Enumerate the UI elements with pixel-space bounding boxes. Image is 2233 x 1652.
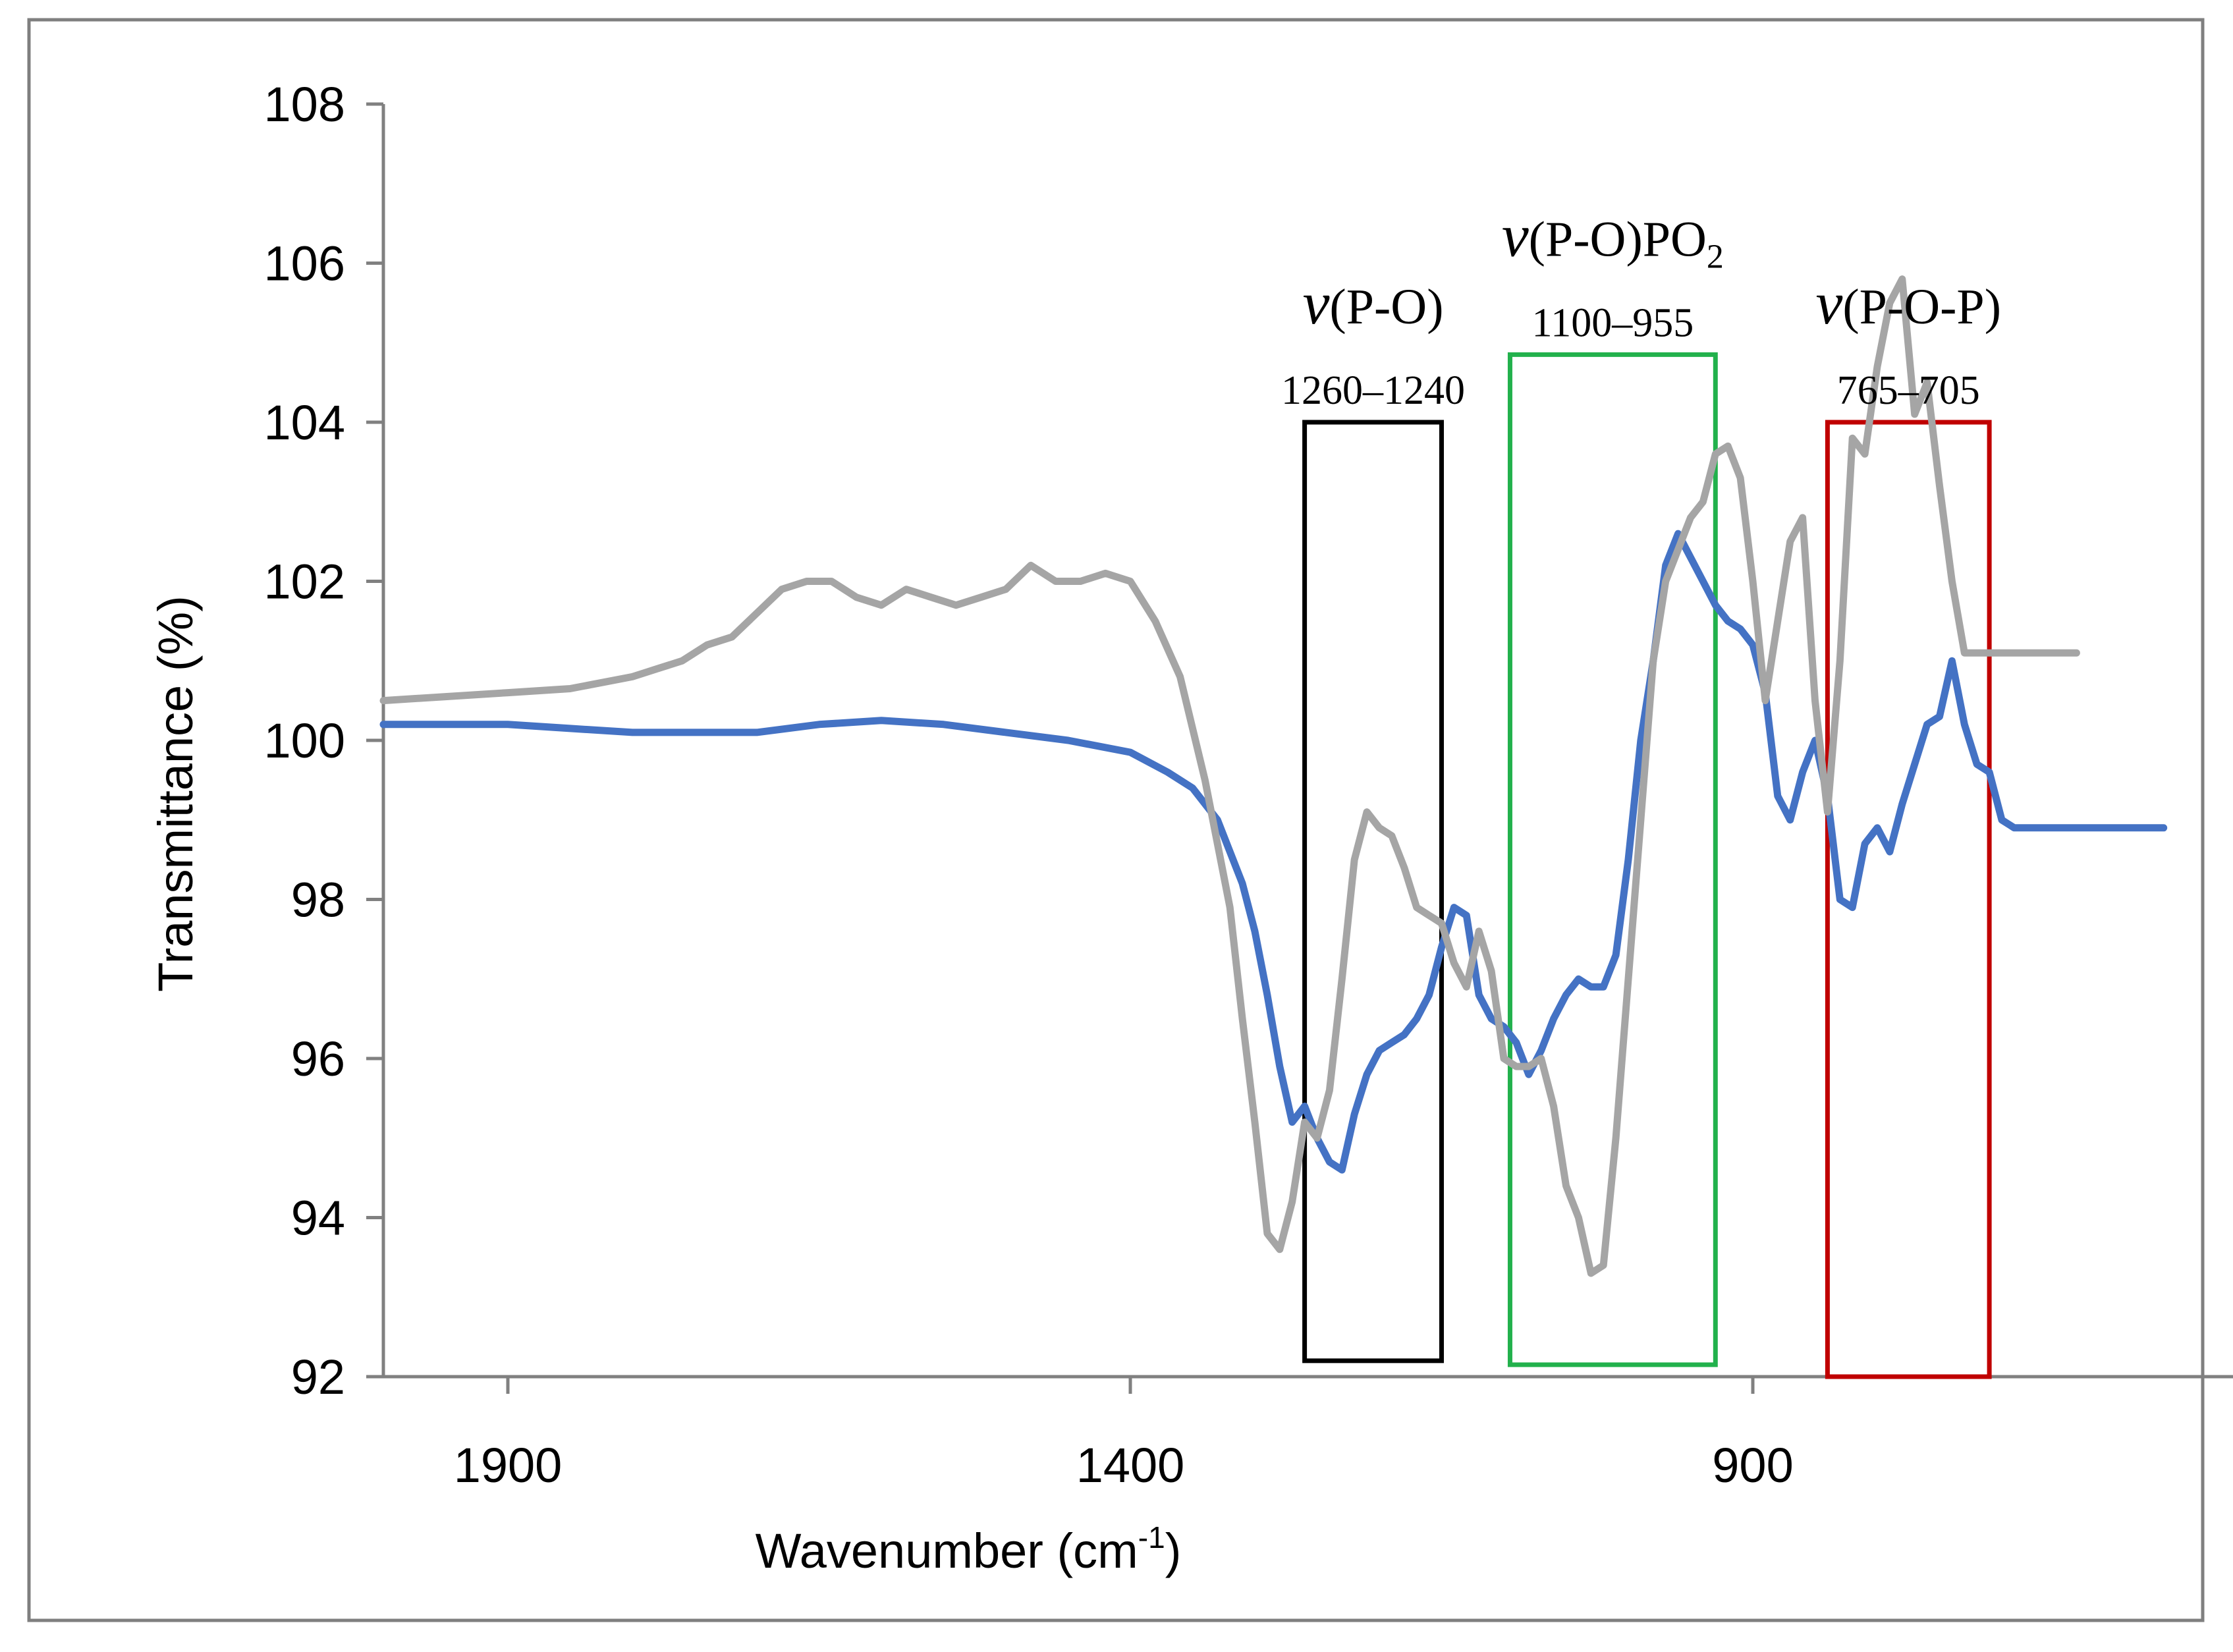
- series-lines: [379, 275, 2168, 1277]
- chart-frame: [27, 18, 2205, 1622]
- series-line-gray: [379, 275, 2080, 1277]
- x-axis-label-close: ): [1165, 1524, 1182, 1578]
- y-tick-label: 100: [264, 713, 345, 768]
- annotation-sub-p_o_po2: 2: [1707, 238, 1724, 275]
- annotation-label-p_o_po2: ν(P-O)PO2: [1502, 202, 1724, 275]
- y-tick-label: 92: [291, 1350, 345, 1404]
- annotation-box-p_o_po2: [1507, 352, 1718, 1367]
- annotation-symbol-p_o_po2: ν: [1502, 202, 1529, 269]
- y-tick-label: 108: [264, 77, 345, 132]
- y-tick-label: 102: [264, 555, 345, 609]
- tick-labels: 9294969810010210410610819001400900400: [264, 77, 1794, 1493]
- annotation-text-p_o_p: (P-O-P): [1842, 279, 2001, 335]
- y-tick-label: 94: [291, 1191, 345, 1246]
- annotation-range-p_o_p: 765–705: [1837, 368, 1980, 413]
- x-tick-label: 900: [1712, 1438, 1793, 1493]
- y-tick-label: 106: [264, 236, 345, 291]
- axes: [366, 102, 2233, 1394]
- annotation-symbol-p_o: ν: [1303, 269, 1330, 337]
- x-axis-label-main: Wavenumber (cm: [756, 1524, 1138, 1578]
- x-axis-label-sup: -1: [1138, 1520, 1165, 1555]
- y-tick-label: 104: [264, 395, 345, 450]
- y-tick-label: 96: [291, 1032, 345, 1086]
- annotation-boxes: [1302, 352, 1992, 1379]
- x-axis-label: Wavenumber (cm-1): [756, 1520, 1182, 1578]
- annotation-box-p_o: [1302, 420, 1444, 1363]
- x-tick-label: 1400: [1076, 1438, 1185, 1493]
- x-tick-label: 1900: [454, 1438, 563, 1493]
- annotation-range-p_o_po2: 1100–955: [1532, 300, 1694, 345]
- y-axis-label: Transmittance (%): [148, 595, 203, 992]
- annotation-symbol-p_o_p: ν: [1816, 269, 1843, 337]
- annotation-text-p_o_po2: (P-O)PO: [1529, 211, 1707, 267]
- annotation-label-p_o_p: ν(P-O-P): [1816, 269, 2002, 337]
- annotation-text-p_o: (P-O): [1329, 279, 1443, 335]
- y-tick-label: 98: [291, 873, 345, 927]
- annotation-range-p_o: 1260–1240: [1281, 368, 1465, 413]
- series-line-blue: [379, 530, 2168, 1174]
- annotation-box-p_o_p: [1825, 420, 1992, 1379]
- annotation-label-p_o: ν(P-O): [1303, 269, 1444, 337]
